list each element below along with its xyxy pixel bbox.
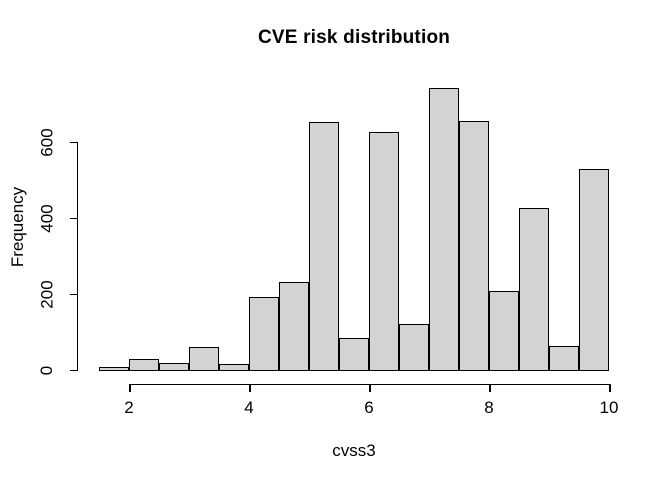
histogram-bar [519,208,549,371]
y-tick-label: 0 [37,365,57,376]
x-tick [369,383,371,392]
y-axis-label: Frequency [8,186,28,268]
histogram-bar [249,297,279,371]
histogram-bar [549,345,579,371]
histogram-bar [489,290,519,371]
histogram-bar [99,367,129,371]
histogram-bar [369,132,399,371]
histogram-bar [129,359,159,371]
x-tick-label: 8 [484,398,494,417]
histogram-bar [459,121,489,371]
histogram-bar [279,281,309,371]
x-tick-label: 10 [599,398,619,417]
x-tick [489,383,491,392]
histogram-bar [219,364,249,371]
x-tick [129,383,131,392]
histogram-bar [339,338,369,371]
x-tick-label: 4 [244,398,254,417]
histogram-bar [159,363,189,371]
x-tick [609,383,611,392]
chart-title: CVE risk distribution [257,27,451,48]
x-tick-label: 6 [364,398,374,417]
y-tick [69,293,77,295]
histogram-bar [309,121,339,371]
y-tick [69,369,77,371]
histogram-bar [399,324,429,371]
x-tick-label: 2 [124,398,134,417]
y-tick [69,217,77,219]
histogram-bar [189,347,219,371]
y-tick-label: 200 [37,280,57,309]
histogram-bar [429,88,459,371]
y-axis-line [76,141,78,371]
histogram-bar [579,168,609,371]
y-tick [69,141,77,143]
y-tick-label: 600 [37,128,57,157]
x-axis-label: cvss3 [332,441,376,460]
x-tick [249,383,251,392]
y-tick-label: 400 [37,204,57,233]
